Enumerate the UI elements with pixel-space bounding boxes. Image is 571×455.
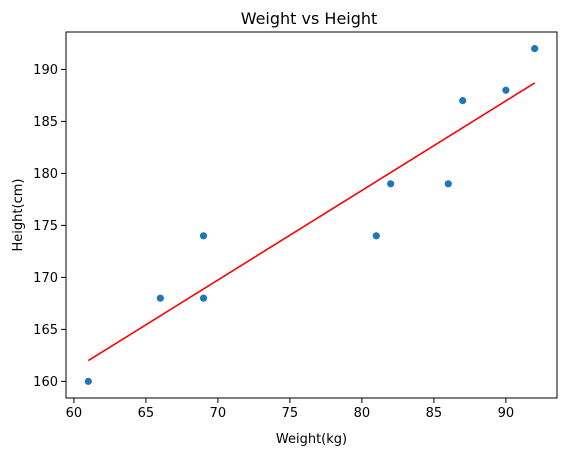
- y-tick-label: 165: [33, 323, 58, 338]
- x-axis-label: Weight(kg): [276, 432, 347, 447]
- data-point: [459, 97, 467, 105]
- y-tick-label: 175: [33, 219, 58, 234]
- x-tick-label: 75: [282, 406, 299, 421]
- y-tick-label: 190: [33, 63, 58, 78]
- y-tick-label: 185: [33, 115, 58, 130]
- data-point: [199, 232, 208, 240]
- data-point: [199, 294, 208, 302]
- y-tick-label: 170: [33, 271, 58, 286]
- plot-frame: [65, 31, 558, 399]
- x-tick-label: 70: [210, 406, 227, 421]
- chart-title: Weight vs Height: [241, 9, 378, 28]
- x-tick-label: 85: [426, 406, 443, 421]
- x-tick-label: 65: [138, 406, 155, 421]
- x-tick-label: 60: [66, 406, 83, 421]
- data-point: [502, 86, 510, 94]
- x-tick-label: 90: [498, 406, 515, 421]
- y-tick-label: 160: [33, 375, 58, 390]
- regression-line: [87, 82, 536, 362]
- data-point: [156, 294, 164, 302]
- data-point: [372, 232, 380, 240]
- y-axis-label: Height(cm): [11, 179, 26, 252]
- data-point: [444, 180, 452, 188]
- y-tick-label: 180: [33, 167, 58, 182]
- x-tick-label: 80: [354, 406, 371, 421]
- data-point: [531, 45, 539, 53]
- data-point: [84, 377, 92, 385]
- plot-area: [84, 45, 539, 385]
- data-point: [387, 180, 395, 188]
